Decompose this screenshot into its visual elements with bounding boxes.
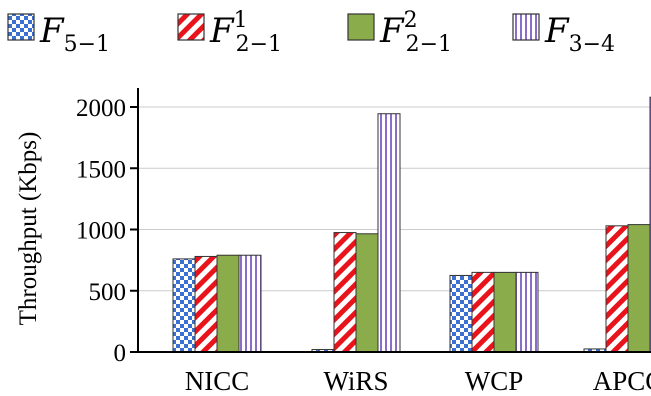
y-tick-label: 500 bbox=[89, 279, 127, 306]
y-tick-label: 1000 bbox=[76, 218, 126, 245]
x-tick-label: NICC bbox=[185, 366, 250, 396]
bar-apcc-2 bbox=[605, 225, 629, 353]
legend-label: F3−4 bbox=[544, 11, 615, 57]
bar-wcp-3 bbox=[493, 271, 517, 353]
legend-swatch bbox=[512, 13, 540, 41]
x-axis-labels: NICC WiRS WCP APCC bbox=[185, 366, 651, 396]
bar-nicc-2 bbox=[194, 255, 218, 353]
bar-wcp-2 bbox=[471, 271, 495, 353]
legend-label: F5−1 bbox=[39, 11, 110, 57]
y-tick-label: 1500 bbox=[76, 156, 126, 183]
bar-wcp-4 bbox=[515, 271, 539, 353]
bar-nicc-4 bbox=[238, 254, 262, 353]
x-tick-label: WiRS bbox=[324, 366, 389, 396]
bar-wirs-2 bbox=[333, 232, 357, 353]
legend-label: F2 2−1 bbox=[379, 8, 452, 57]
bar-wcp-1 bbox=[449, 274, 473, 353]
y-axis-ticks: 0 500 1000 1500 2000 bbox=[76, 95, 138, 367]
bar-nicc-1 bbox=[172, 258, 196, 353]
y-tick-label: 0 bbox=[114, 340, 127, 367]
bar-nicc-3 bbox=[216, 254, 240, 353]
y-tick-label: 2000 bbox=[76, 95, 126, 122]
legend-swatch bbox=[7, 13, 35, 41]
bar-wirs-4 bbox=[377, 113, 401, 353]
x-tick-label: APCC bbox=[593, 366, 651, 396]
legend-label: F1 2−1 bbox=[209, 8, 282, 57]
legend-swatch bbox=[347, 13, 375, 41]
x-tick-label: WCP bbox=[465, 366, 524, 396]
axes bbox=[137, 88, 651, 353]
bars bbox=[172, 96, 651, 353]
y-axis-label: Throughput (Kbps) bbox=[15, 132, 42, 326]
bar-wirs-3 bbox=[355, 233, 379, 353]
bar-apcc-3 bbox=[627, 224, 651, 353]
legend: F5−1 F1 2−1 F2 2−1 F3−4 bbox=[7, 8, 615, 57]
legend-swatch bbox=[177, 13, 205, 41]
